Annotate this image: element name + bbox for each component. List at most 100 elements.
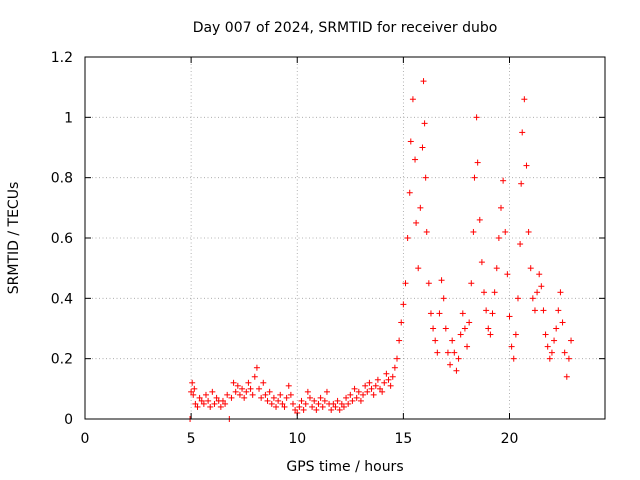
data-point (455, 355, 462, 362)
data-point (548, 349, 555, 356)
chart-title: Day 007 of 2024, SRMTID for receiver dub… (193, 20, 498, 36)
data-point (234, 382, 241, 389)
data-point (332, 403, 339, 410)
data-point (425, 280, 432, 287)
data-point (266, 388, 273, 395)
data-point (196, 394, 203, 401)
data-point (236, 391, 243, 398)
data-point (536, 271, 543, 278)
data-point (451, 349, 458, 356)
data-point (504, 271, 511, 278)
data-point (360, 391, 367, 398)
data-point (483, 307, 490, 314)
x-tick-label: 5 (187, 431, 196, 447)
data-point (245, 379, 252, 386)
data-point (436, 310, 443, 317)
data-point (364, 388, 371, 395)
data-point (232, 388, 239, 395)
data-point (402, 280, 409, 287)
data-point (449, 337, 456, 344)
data-point (213, 394, 220, 401)
data-point (381, 379, 388, 386)
data-point (247, 385, 254, 392)
y-axis-label: SRMTID / TECUs (6, 182, 22, 295)
data-point (512, 331, 519, 338)
data-point (459, 310, 466, 317)
data-point (553, 325, 560, 332)
data-point (219, 397, 226, 404)
data-point (281, 403, 288, 410)
data-point (485, 325, 492, 332)
data-point (519, 129, 526, 136)
data-point (396, 337, 403, 344)
data-point (568, 337, 575, 344)
data-point (500, 177, 507, 184)
data-point (192, 400, 199, 407)
data-point (453, 367, 460, 374)
data-point (542, 331, 549, 338)
data-point (205, 397, 212, 404)
data-point (404, 235, 411, 241)
data-point (420, 78, 427, 85)
data-point (559, 319, 566, 326)
data-point (400, 301, 407, 308)
data-point (355, 388, 362, 395)
x-tick-label: 10 (288, 431, 306, 447)
data-point (476, 216, 483, 223)
data-point (298, 397, 305, 404)
data-point (538, 283, 545, 290)
data-point (283, 394, 290, 401)
data-point (413, 219, 420, 226)
data-point (273, 403, 280, 410)
data-point (523, 162, 530, 169)
data-point (338, 400, 345, 407)
data-point (296, 403, 303, 410)
data-point (421, 120, 428, 127)
data-points (187, 78, 575, 422)
data-point (412, 156, 419, 163)
data-point (268, 400, 275, 407)
data-point (228, 394, 235, 401)
data-point (277, 391, 284, 398)
data-point (191, 385, 198, 392)
data-point (188, 388, 195, 395)
data-point (464, 343, 471, 350)
data-point (264, 397, 271, 404)
y-tick-label: 1 (64, 110, 73, 126)
data-point (565, 355, 572, 362)
data-point (517, 241, 524, 248)
data-point (531, 307, 538, 314)
data-point (202, 391, 209, 398)
data-point (292, 406, 299, 413)
data-point (209, 388, 216, 395)
data-point (419, 144, 426, 151)
data-point (249, 391, 256, 398)
data-point (319, 403, 326, 410)
data-point (391, 364, 398, 371)
data-point (498, 204, 504, 211)
data-point (495, 235, 502, 241)
data-point (551, 337, 558, 344)
data-point (510, 355, 517, 362)
data-point (466, 319, 473, 326)
data-point (385, 376, 392, 383)
data-point (481, 289, 488, 296)
data-point (379, 388, 386, 395)
data-point (525, 228, 532, 235)
data-point (262, 391, 269, 398)
data-point (217, 403, 224, 410)
data-point (311, 397, 318, 404)
data-point (198, 397, 205, 404)
y-tick-label: 0.4 (51, 291, 73, 307)
data-point (478, 259, 485, 266)
data-point (422, 174, 429, 181)
data-point (349, 397, 356, 404)
data-point (270, 394, 277, 401)
data-point (279, 400, 286, 407)
data-point (194, 403, 201, 410)
data-point (230, 379, 237, 386)
data-point (345, 400, 352, 407)
data-point (415, 265, 422, 272)
data-point (323, 388, 330, 395)
